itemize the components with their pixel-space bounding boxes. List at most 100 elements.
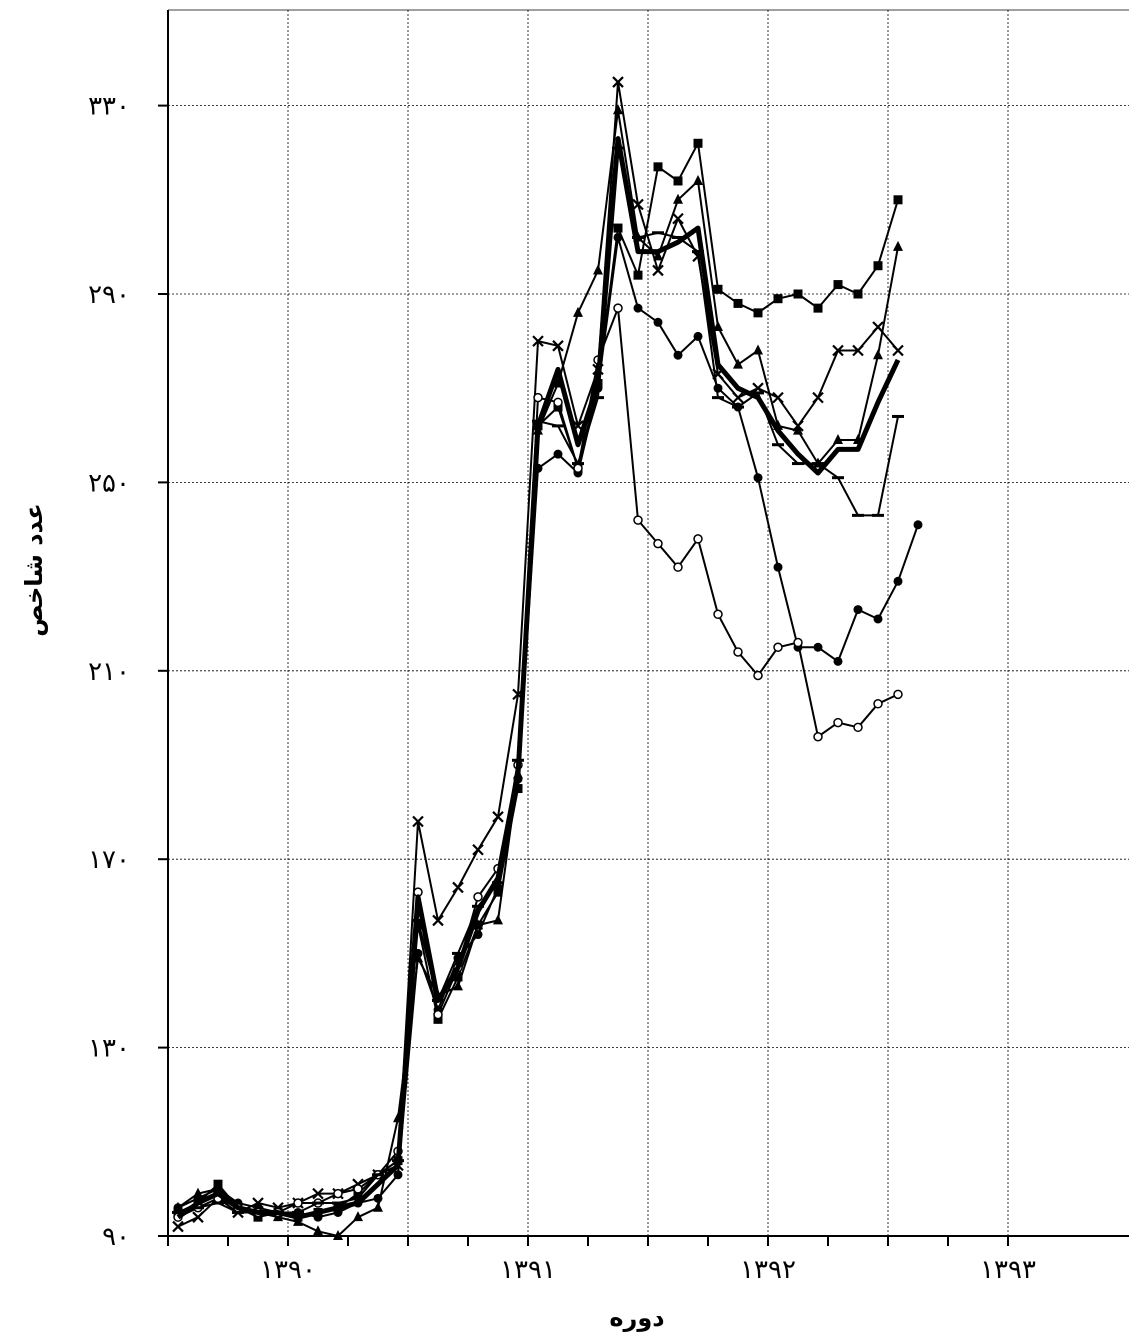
open-circle-point [753,670,763,681]
x-tick-label: ۱۳۹۱ [500,1255,556,1285]
x-tick-label: ۱۳۹۰ [260,1255,316,1285]
series-line [177,142,899,1219]
y-tick-label: ۲۹۰ [88,280,130,310]
series-line [177,81,899,1228]
triangle-point [793,424,803,435]
open-circle-point [793,637,803,648]
cross-point [172,1220,184,1233]
filled-circle-point [873,614,883,624]
triangle-point [293,1215,303,1226]
open-circle-point [473,892,483,902]
filled-circle-point [673,350,683,360]
filled-circle-point [753,473,763,483]
square-point [453,972,463,982]
filled-circle-point [633,303,643,313]
open-circle-point [713,609,723,620]
filled-circle-point [373,1193,383,1203]
triangle-point [713,320,723,331]
cross-point [772,391,784,404]
cross-point [532,335,544,347]
y-axis-title: عدد شاخص [20,503,48,637]
filled-circle-point [213,1184,223,1194]
cross-point [632,198,644,211]
square-point [853,289,863,299]
open-circle-point [853,722,863,733]
x-axis-title: دوره [609,1304,664,1332]
tick-labels: ۹۰ ۱۳۰ ۱۷۰ ۲۱۰ ۲۵۰ ۲۹۰ ۳۳۰ ۱۳۹۰ ۱۳۹۱ ۱۳۹۲ ۱۳۹۳ [88,92,1036,1285]
axes [158,9,1129,1246]
cross-point [732,391,744,404]
x-tick-label: ۱۳۹۲ [740,1255,796,1285]
triangle-point [373,1201,383,1212]
triangle-point [873,349,883,360]
filled-circle-point [773,562,783,572]
cross-point [612,76,624,88]
grid [168,10,1129,1236]
square-point [673,176,683,186]
square-point [833,280,843,290]
series-group [172,76,923,1240]
triangle-point [573,306,583,317]
open-circle-point [653,538,663,549]
square-point [893,195,903,205]
filled-circle-point [893,576,903,586]
triangle-point [493,914,503,925]
cross-point [552,340,564,352]
series-line [177,236,919,1219]
triangle-point [333,1230,343,1240]
square-point [653,162,663,172]
series-7 [176,136,901,1220]
open-circle-point [673,562,683,572]
filled-circle-point [833,656,843,666]
cross-point [852,344,864,357]
cross-point [892,344,904,357]
cross-point [472,844,484,856]
triangle-point [593,264,603,275]
cross-point [812,391,824,404]
open-circle-point [873,699,883,709]
filled-circle-point [473,930,483,940]
open-circle-point [833,717,843,728]
cross-point [492,811,504,823]
cross-point [312,1187,324,1200]
filled-circle-point [553,449,563,459]
cross-point [452,881,464,894]
series-2 [173,104,903,1240]
triangle-point [833,434,843,445]
y-tick-label: ۳۳۰ [88,92,130,122]
series-line [176,136,901,1220]
triangle-point [313,1225,323,1236]
open-circle-point [813,731,823,742]
series-3 [173,232,923,1222]
square-point [493,887,503,897]
open-circle-point [433,1009,443,1020]
open-circle-point [733,647,743,657]
open-circle-point [633,515,643,525]
triangle-point [693,174,703,185]
filled-circle-point [693,331,703,341]
triangle-point [733,358,743,369]
y-tick-label: ۲۱۰ [88,657,130,687]
filled-circle-point [653,317,663,327]
filled-circle-point [853,605,863,615]
square-point [613,223,623,233]
x-tick-label: ۱۳۹۳ [980,1255,1036,1285]
triangle-point [653,250,663,261]
y-tick-label: ۱۳۰ [88,1034,130,1064]
square-point [773,294,783,304]
open-circle-point [893,689,903,700]
y-tick-label: ۱۷۰ [88,845,130,875]
open-circle-point [353,1184,363,1194]
cross-point [412,815,424,828]
triangle-point [453,980,463,991]
square-point [733,298,743,308]
triangle-point [353,1211,363,1222]
open-circle-point [613,303,623,313]
series-line [177,147,899,1214]
open-circle-point [533,392,543,403]
open-circle-point [293,1198,303,1208]
series-4 [172,76,904,1233]
square-point [873,261,883,271]
square-point [713,284,723,294]
